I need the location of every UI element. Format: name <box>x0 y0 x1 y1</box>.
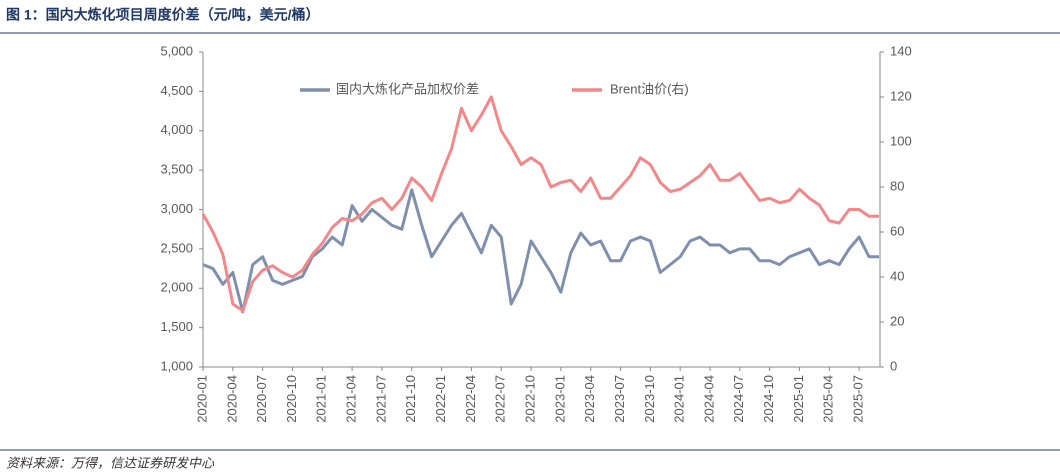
x-tick-label: 2023-07 <box>612 375 627 423</box>
y-tick-label: 1,500 <box>160 319 193 334</box>
x-tick-label: 2021-10 <box>403 375 418 423</box>
y2-tick-label: 140 <box>890 43 912 58</box>
x-tick-label: 2021-07 <box>373 375 388 423</box>
x-tick-label: 2022-04 <box>463 375 478 423</box>
legend-label: Brent油价(右) <box>610 81 689 96</box>
y2-tick-label: 80 <box>890 178 904 193</box>
y2-tick-label: 20 <box>890 313 904 328</box>
y-tick-label: 2,500 <box>160 240 193 255</box>
x-tick-label: 2024-10 <box>761 375 776 423</box>
series-line <box>201 95 879 313</box>
y-tick-label: 4,000 <box>160 122 193 137</box>
x-tick-label: 2024-04 <box>701 375 716 423</box>
title: 图 1：国内大炼化项目周度价差（元/吨，美元/桶） <box>6 7 319 23</box>
y2-tick-label: 0 <box>890 358 897 373</box>
x-tick-label: 2022-01 <box>433 375 448 423</box>
x-tick-label: 2023-01 <box>552 375 567 423</box>
y-tick-label: 5,000 <box>160 43 193 58</box>
x-tick-label: 2022-10 <box>522 375 537 423</box>
series-line <box>202 188 879 314</box>
source: 资料来源：万得，信达证券研发中心 <box>6 455 215 470</box>
y-tick-label: 4,500 <box>160 83 193 98</box>
x-tick-label: 2020-01 <box>194 375 209 423</box>
y-tick-label: 1,000 <box>160 358 193 373</box>
x-tick-label: 2020-10 <box>284 375 299 423</box>
x-tick-label: 2021-04 <box>344 375 359 423</box>
x-tick-label: 2025-01 <box>791 375 806 423</box>
x-tick-label: 2025-04 <box>821 375 836 423</box>
x-tick-label: 2024-01 <box>672 375 687 423</box>
x-tick-label: 2023-10 <box>642 375 657 423</box>
x-tick-label: 2023-04 <box>582 375 597 423</box>
y-tick-label: 2,000 <box>160 280 193 295</box>
x-tick-label: 2022-07 <box>493 375 508 423</box>
y2-tick-label: 40 <box>890 268 904 283</box>
legend-label: 国内大炼化产品加权价差 <box>336 81 479 96</box>
y2-tick-label: 120 <box>890 88 912 103</box>
x-tick-label: 2020-07 <box>254 375 269 423</box>
x-tick-label: 2021-01 <box>314 375 329 423</box>
y2-tick-label: 60 <box>890 223 904 238</box>
y-tick-label: 3,500 <box>160 162 193 177</box>
x-tick-label: 2024-07 <box>731 375 746 423</box>
y-tick-label: 3,000 <box>160 201 193 216</box>
x-tick-label: 2025-07 <box>851 375 866 423</box>
x-tick-label: 2020-04 <box>224 375 239 423</box>
y2-tick-label: 100 <box>890 133 912 148</box>
